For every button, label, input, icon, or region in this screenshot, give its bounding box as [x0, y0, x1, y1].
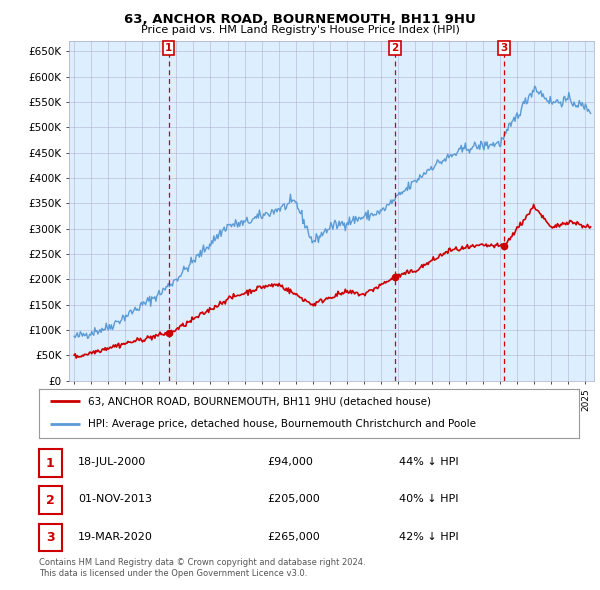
Text: Contains HM Land Registry data © Crown copyright and database right 2024.
This d: Contains HM Land Registry data © Crown c…: [39, 558, 365, 578]
Text: 2: 2: [391, 43, 399, 53]
Text: 01-NOV-2013: 01-NOV-2013: [78, 494, 152, 504]
Text: £265,000: £265,000: [267, 532, 320, 542]
Text: HPI: Average price, detached house, Bournemouth Christchurch and Poole: HPI: Average price, detached house, Bour…: [88, 419, 476, 430]
Text: 63, ANCHOR ROAD, BOURNEMOUTH, BH11 9HU (detached house): 63, ANCHOR ROAD, BOURNEMOUTH, BH11 9HU (…: [88, 396, 431, 407]
Text: 63, ANCHOR ROAD, BOURNEMOUTH, BH11 9HU: 63, ANCHOR ROAD, BOURNEMOUTH, BH11 9HU: [124, 13, 476, 26]
Text: 3: 3: [46, 531, 55, 544]
Text: 40% ↓ HPI: 40% ↓ HPI: [399, 494, 458, 504]
Text: Price paid vs. HM Land Registry's House Price Index (HPI): Price paid vs. HM Land Registry's House …: [140, 25, 460, 35]
Text: £205,000: £205,000: [267, 494, 320, 504]
Text: 2: 2: [46, 494, 55, 507]
Text: 1: 1: [165, 43, 172, 53]
Text: 44% ↓ HPI: 44% ↓ HPI: [399, 457, 458, 467]
Text: 19-MAR-2020: 19-MAR-2020: [78, 532, 153, 542]
Text: 18-JUL-2000: 18-JUL-2000: [78, 457, 146, 467]
Text: £94,000: £94,000: [267, 457, 313, 467]
Text: 3: 3: [500, 43, 508, 53]
Text: 42% ↓ HPI: 42% ↓ HPI: [399, 532, 458, 542]
Text: 1: 1: [46, 457, 55, 470]
